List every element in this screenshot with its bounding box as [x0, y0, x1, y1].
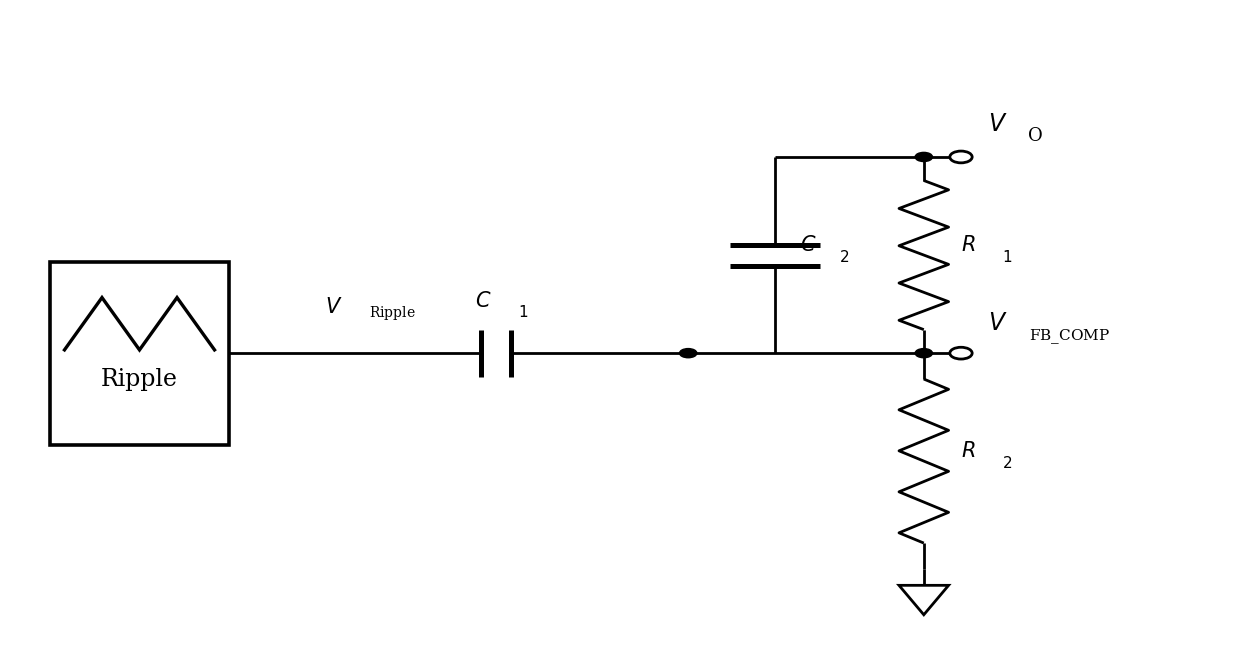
- Circle shape: [950, 347, 972, 359]
- Bar: [50, 262, 229, 445]
- Text: $\mathregular{O}$: $\mathregular{O}$: [1027, 127, 1043, 145]
- Text: $R$: $R$: [961, 235, 976, 255]
- Text: $C$: $C$: [475, 290, 492, 311]
- Circle shape: [915, 152, 932, 162]
- Text: $\mathregular{Ripple}$: $\mathregular{Ripple}$: [370, 304, 415, 322]
- Text: $1$: $1$: [518, 305, 528, 320]
- Text: $C$: $C$: [800, 235, 816, 255]
- Text: $2$: $2$: [839, 249, 849, 265]
- Text: $V$: $V$: [988, 112, 1008, 136]
- Circle shape: [680, 349, 697, 358]
- Circle shape: [915, 349, 932, 358]
- Text: $V$: $V$: [325, 297, 343, 317]
- Text: $2$: $2$: [1002, 455, 1012, 471]
- Text: $V$: $V$: [988, 312, 1008, 336]
- Circle shape: [950, 151, 972, 163]
- Text: $R$: $R$: [961, 441, 976, 461]
- Text: $1$: $1$: [1002, 249, 1012, 265]
- Text: Ripple: Ripple: [100, 368, 179, 391]
- Text: $\mathregular{FB\_COMP}$: $\mathregular{FB\_COMP}$: [1029, 328, 1110, 346]
